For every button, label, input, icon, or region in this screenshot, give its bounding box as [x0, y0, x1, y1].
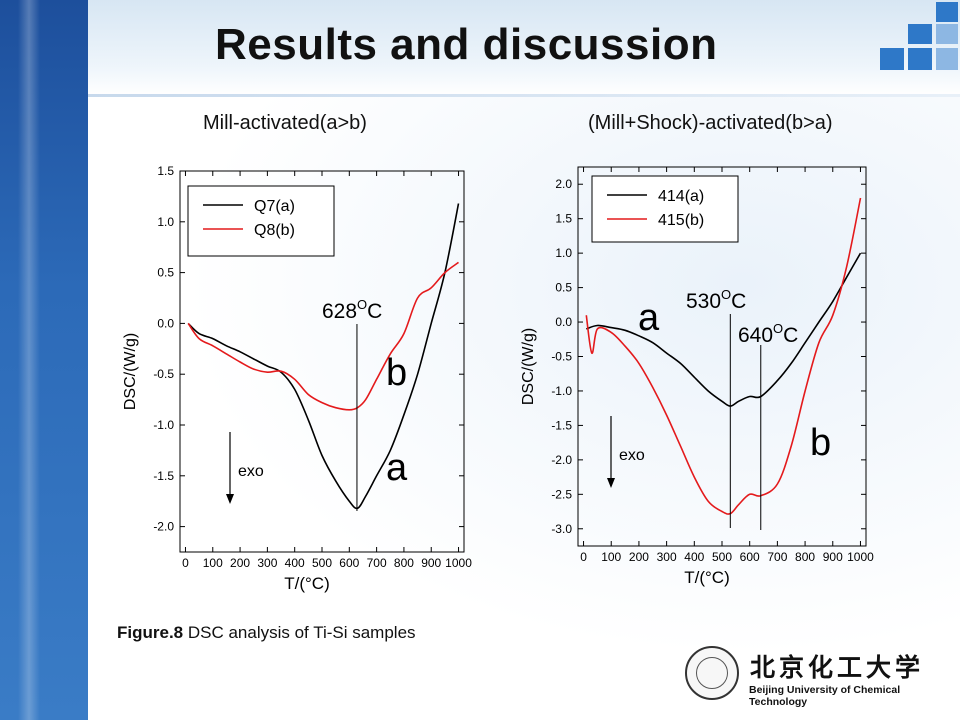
corner-square [880, 48, 904, 70]
x-tick-label: 200 [629, 550, 649, 564]
y-axis-label: DSC/(W/g) [122, 333, 139, 410]
curve-letter-label: b [386, 352, 407, 394]
legend-label: 414(a) [658, 188, 704, 205]
x-tick-label: 300 [257, 556, 277, 570]
x-tick-label: 700 [767, 550, 787, 564]
y-tick-label: -2.5 [551, 487, 572, 501]
series-line [187, 203, 460, 510]
header-band [0, 0, 960, 95]
x-axis-label: T/(°C) [684, 568, 730, 587]
x-tick-label: 1000 [445, 556, 472, 570]
sidebar-decoration [0, 0, 88, 720]
x-tick-label: 900 [823, 550, 843, 564]
y-tick-label: 0.0 [555, 315, 572, 329]
figure-caption-text: DSC analysis of Ti-Si samples [183, 623, 416, 642]
y-tick-label: -1.0 [153, 418, 174, 432]
x-tick-label: 100 [601, 550, 621, 564]
university-logo: 北京化工大学 Beijing University of Chemical Te… [685, 646, 947, 708]
sidebar-shine [18, 0, 40, 720]
y-tick-label: -1.5 [551, 418, 572, 432]
x-tick-label: 100 [203, 556, 223, 570]
exo-label: exo [238, 463, 264, 480]
peak-temperature-label: 640OC [738, 321, 798, 347]
y-tick-label: -1.0 [551, 384, 572, 398]
x-tick-label: 500 [712, 550, 732, 564]
peak-temp-degree: O [357, 297, 367, 312]
exo-arrowhead [226, 494, 234, 504]
left-chart-subtitle: Mill-activated(a>b) [203, 112, 367, 134]
y-tick-label: 1.5 [157, 164, 174, 178]
legend-label: 415(b) [658, 212, 704, 229]
peak-temp-value: 530 [686, 290, 721, 313]
university-seal-icon [685, 646, 739, 700]
y-tick-label: -2.0 [551, 453, 572, 467]
series-line [187, 261, 459, 411]
curve-letter-label: b [810, 422, 831, 464]
curve-letter-label: a [638, 297, 660, 339]
university-name-chinese: 北京化工大学 [750, 653, 925, 682]
exo-label: exo [619, 447, 645, 464]
header-separator [88, 94, 960, 97]
peak-temperature-label: 530OC [686, 287, 746, 313]
x-tick-label: 1000 [847, 550, 874, 564]
peak-temperature-label: 628OC [322, 297, 382, 323]
x-tick-label: 900 [421, 556, 441, 570]
y-tick-label: -2.0 [153, 520, 174, 534]
x-tick-label: 700 [367, 556, 387, 570]
y-tick-label: -0.5 [551, 350, 572, 364]
slide-title: Results and discussion [215, 20, 718, 69]
y-tick-label: 0.0 [157, 316, 174, 330]
legend-box [187, 185, 335, 257]
y-tick-label: -3.0 [551, 522, 572, 536]
university-name-english: Beijing University of Chemical Technolog… [749, 684, 901, 708]
x-tick-label: 0 [580, 550, 587, 564]
x-tick-label: 800 [394, 556, 414, 570]
exo-arrowhead [607, 478, 615, 488]
x-tick-label: 300 [657, 550, 677, 564]
y-tick-label: 0.5 [555, 281, 572, 295]
peak-temp-unit: C [367, 300, 382, 323]
corner-square [908, 24, 932, 44]
x-tick-label: 800 [795, 550, 815, 564]
y-tick-label: 2.0 [555, 177, 572, 191]
legend-label: Q7(a) [254, 198, 295, 215]
x-tick-label: 400 [684, 550, 704, 564]
university-seal-inner [696, 657, 728, 689]
x-tick-label: 600 [740, 550, 760, 564]
x-tick-label: 500 [312, 556, 332, 570]
series-line [586, 252, 862, 407]
figure-caption-label: Figure.8 [117, 623, 184, 642]
legend-label: Q8(b) [254, 222, 295, 239]
corner-square [908, 48, 932, 70]
y-tick-label: 0.5 [157, 266, 174, 280]
figure-caption: Figure.8 DSC analysis of Ti-Si samples [117, 623, 416, 643]
y-tick-label: 1.5 [555, 212, 572, 226]
peak-temp-unit: C [731, 290, 746, 313]
peak-temp-degree: O [721, 287, 731, 302]
corner-square [936, 24, 958, 44]
y-tick-label: 1.0 [157, 215, 174, 229]
legend-box [591, 175, 739, 243]
x-tick-label: 0 [182, 556, 189, 570]
y-axis-label: DSC/(W/g) [520, 328, 537, 405]
y-tick-label: -1.5 [153, 469, 174, 483]
peak-temp-degree: O [773, 321, 783, 336]
peak-temp-unit: C [783, 324, 798, 347]
peak-temp-value: 628 [322, 300, 357, 323]
x-tick-label: 200 [230, 556, 250, 570]
peak-temp-value: 640 [738, 324, 773, 347]
y-tick-label: 1.0 [555, 246, 572, 260]
series-line [585, 197, 862, 515]
x-axis-label: T/(°C) [284, 574, 330, 593]
right-chart-subtitle: (Mill+Shock)-activated(b>a) [588, 112, 833, 134]
y-tick-label: -0.5 [153, 367, 174, 381]
x-tick-label: 400 [285, 556, 305, 570]
curve-letter-label: a [386, 447, 408, 489]
corner-square [936, 48, 958, 70]
corner-square [936, 2, 958, 22]
x-tick-label: 600 [339, 556, 359, 570]
